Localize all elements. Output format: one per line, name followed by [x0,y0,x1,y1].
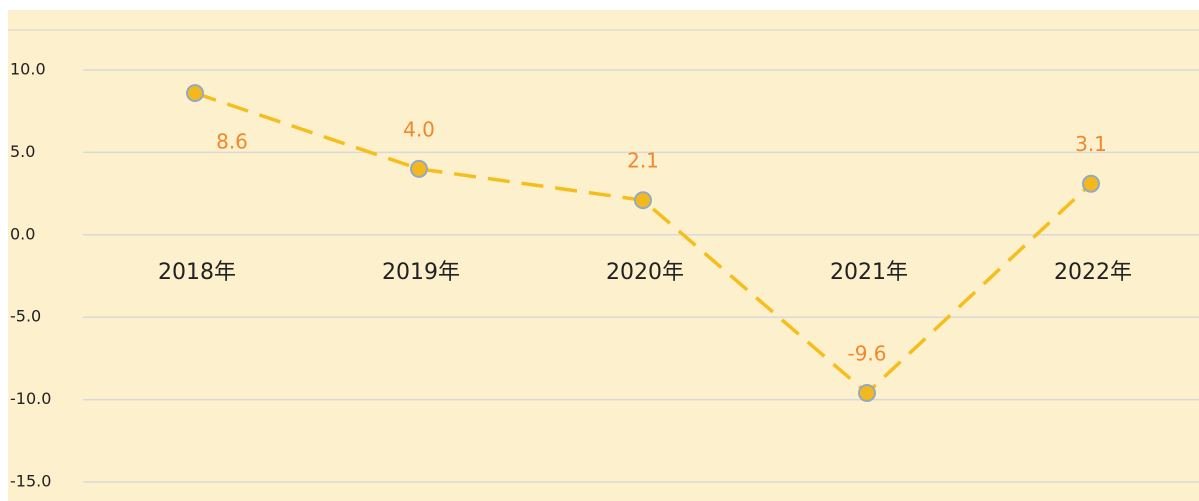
y-tick-label: 10.0 [10,60,46,79]
x-tick-label: 2021年 [830,260,908,285]
data-label: 2.1 [627,149,659,173]
y-tick-label: -5.0 [10,307,41,326]
x-tick-label: 2018年 [158,260,236,285]
x-tick-label: 2022年 [1054,260,1132,285]
x-tick-label: 2020年 [606,260,684,285]
data-label: 8.6 [216,130,248,154]
data-label: 4.0 [403,117,435,141]
y-tick-label: 0.0 [10,224,35,243]
point [634,191,652,210]
y-tick-label: 5.0 [10,142,35,161]
y-tick-label: -15.0 [10,472,51,491]
point [410,159,428,178]
point [1082,174,1100,193]
chart-background [8,10,1199,501]
point [186,84,204,103]
x-tick-label: 2019年 [382,260,460,285]
point [858,384,876,403]
data-label: 3.1 [1075,132,1107,156]
y-tick-label: -10.0 [10,389,51,408]
data-label: -9.6 [847,342,886,366]
